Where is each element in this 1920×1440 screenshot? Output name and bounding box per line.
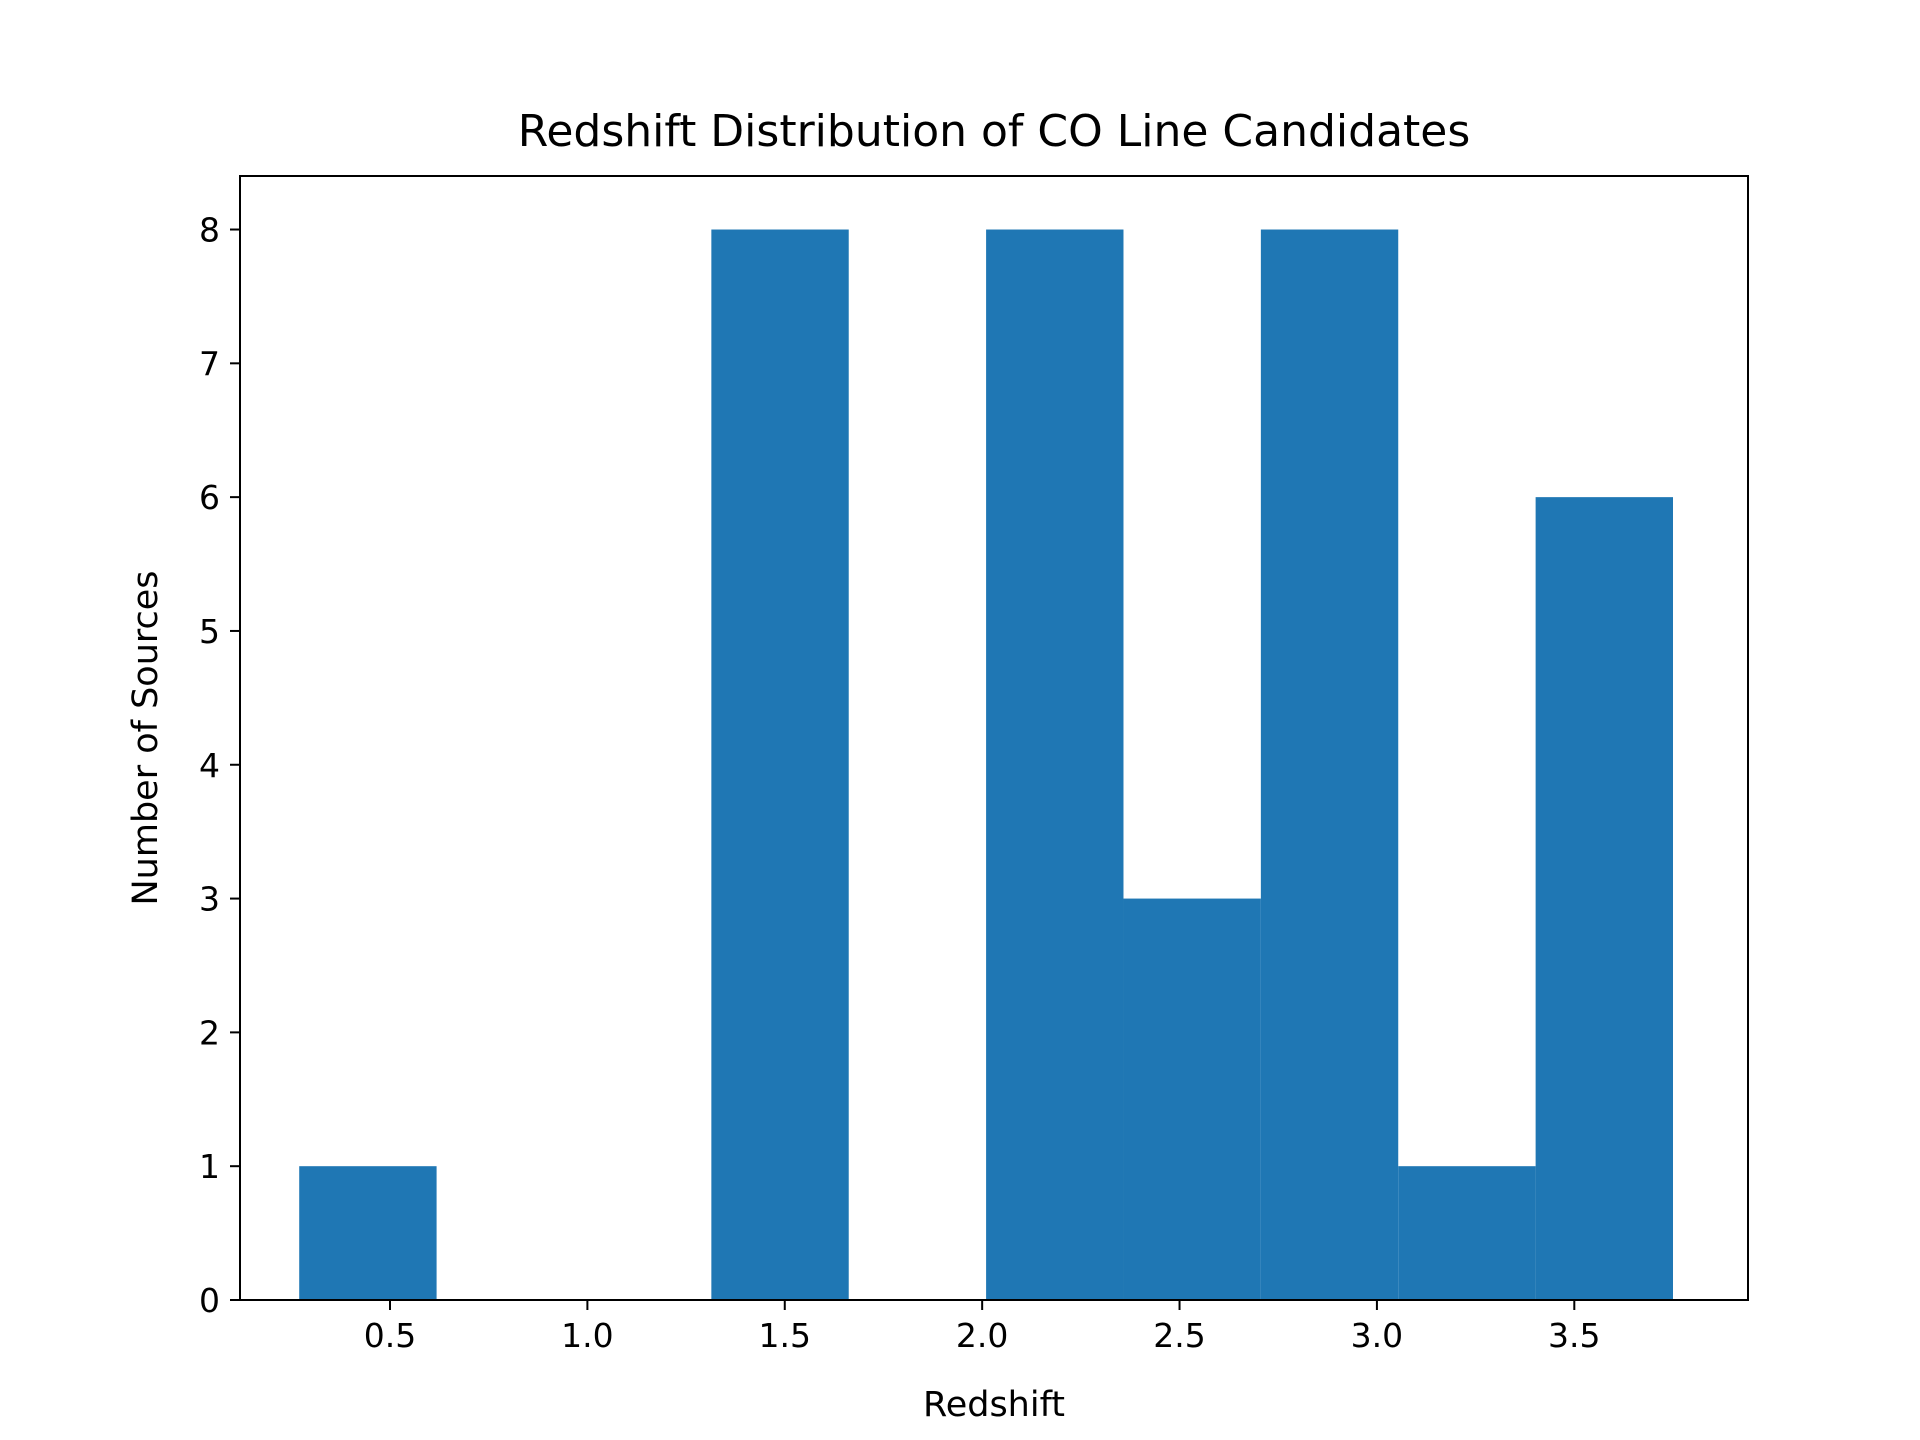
y-tick-label: 7 bbox=[199, 344, 220, 383]
histogram-bar bbox=[1398, 1166, 1536, 1300]
x-tick-label: 1.0 bbox=[561, 1316, 613, 1355]
ticks-layer: 0.5 1.0 1.5 2.0 2.5 3.0 3.5 0 1 2 3 4 5 6 7 8 bbox=[199, 211, 1601, 1355]
y-tick-label: 3 bbox=[199, 880, 220, 919]
histogram-bar bbox=[986, 229, 1124, 1300]
y-axis-label: Number of Sources bbox=[126, 570, 166, 905]
histogram-bar bbox=[1535, 497, 1673, 1300]
y-tick-label: 4 bbox=[199, 746, 220, 785]
x-tick-label: 2.5 bbox=[1153, 1316, 1205, 1355]
y-tick-label: 5 bbox=[199, 612, 220, 651]
x-tick-label: 1.5 bbox=[759, 1316, 811, 1355]
y-tick-label: 0 bbox=[199, 1281, 220, 1320]
bars-layer bbox=[299, 229, 1673, 1300]
y-tick-label: 1 bbox=[199, 1147, 220, 1186]
histogram-bar bbox=[1123, 898, 1261, 1300]
histogram-bar bbox=[299, 1166, 437, 1300]
x-tick-label: 2.0 bbox=[956, 1316, 1008, 1355]
histogram-bar bbox=[1260, 229, 1399, 1300]
x-tick-label: 0.5 bbox=[364, 1316, 416, 1355]
x-axis-label: Redshift bbox=[923, 1385, 1065, 1425]
plot-frame bbox=[239, 175, 1749, 1301]
y-tick-label: 8 bbox=[199, 211, 220, 250]
x-tick-label: 3.0 bbox=[1351, 1316, 1403, 1355]
y-tick-label: 2 bbox=[199, 1013, 220, 1052]
histogram-bar bbox=[711, 229, 849, 1300]
y-tick-label: 6 bbox=[199, 478, 220, 517]
chart-title: Redshift Distribution of CO Line Candida… bbox=[518, 106, 1471, 157]
x-tick-label: 3.5 bbox=[1548, 1316, 1600, 1355]
